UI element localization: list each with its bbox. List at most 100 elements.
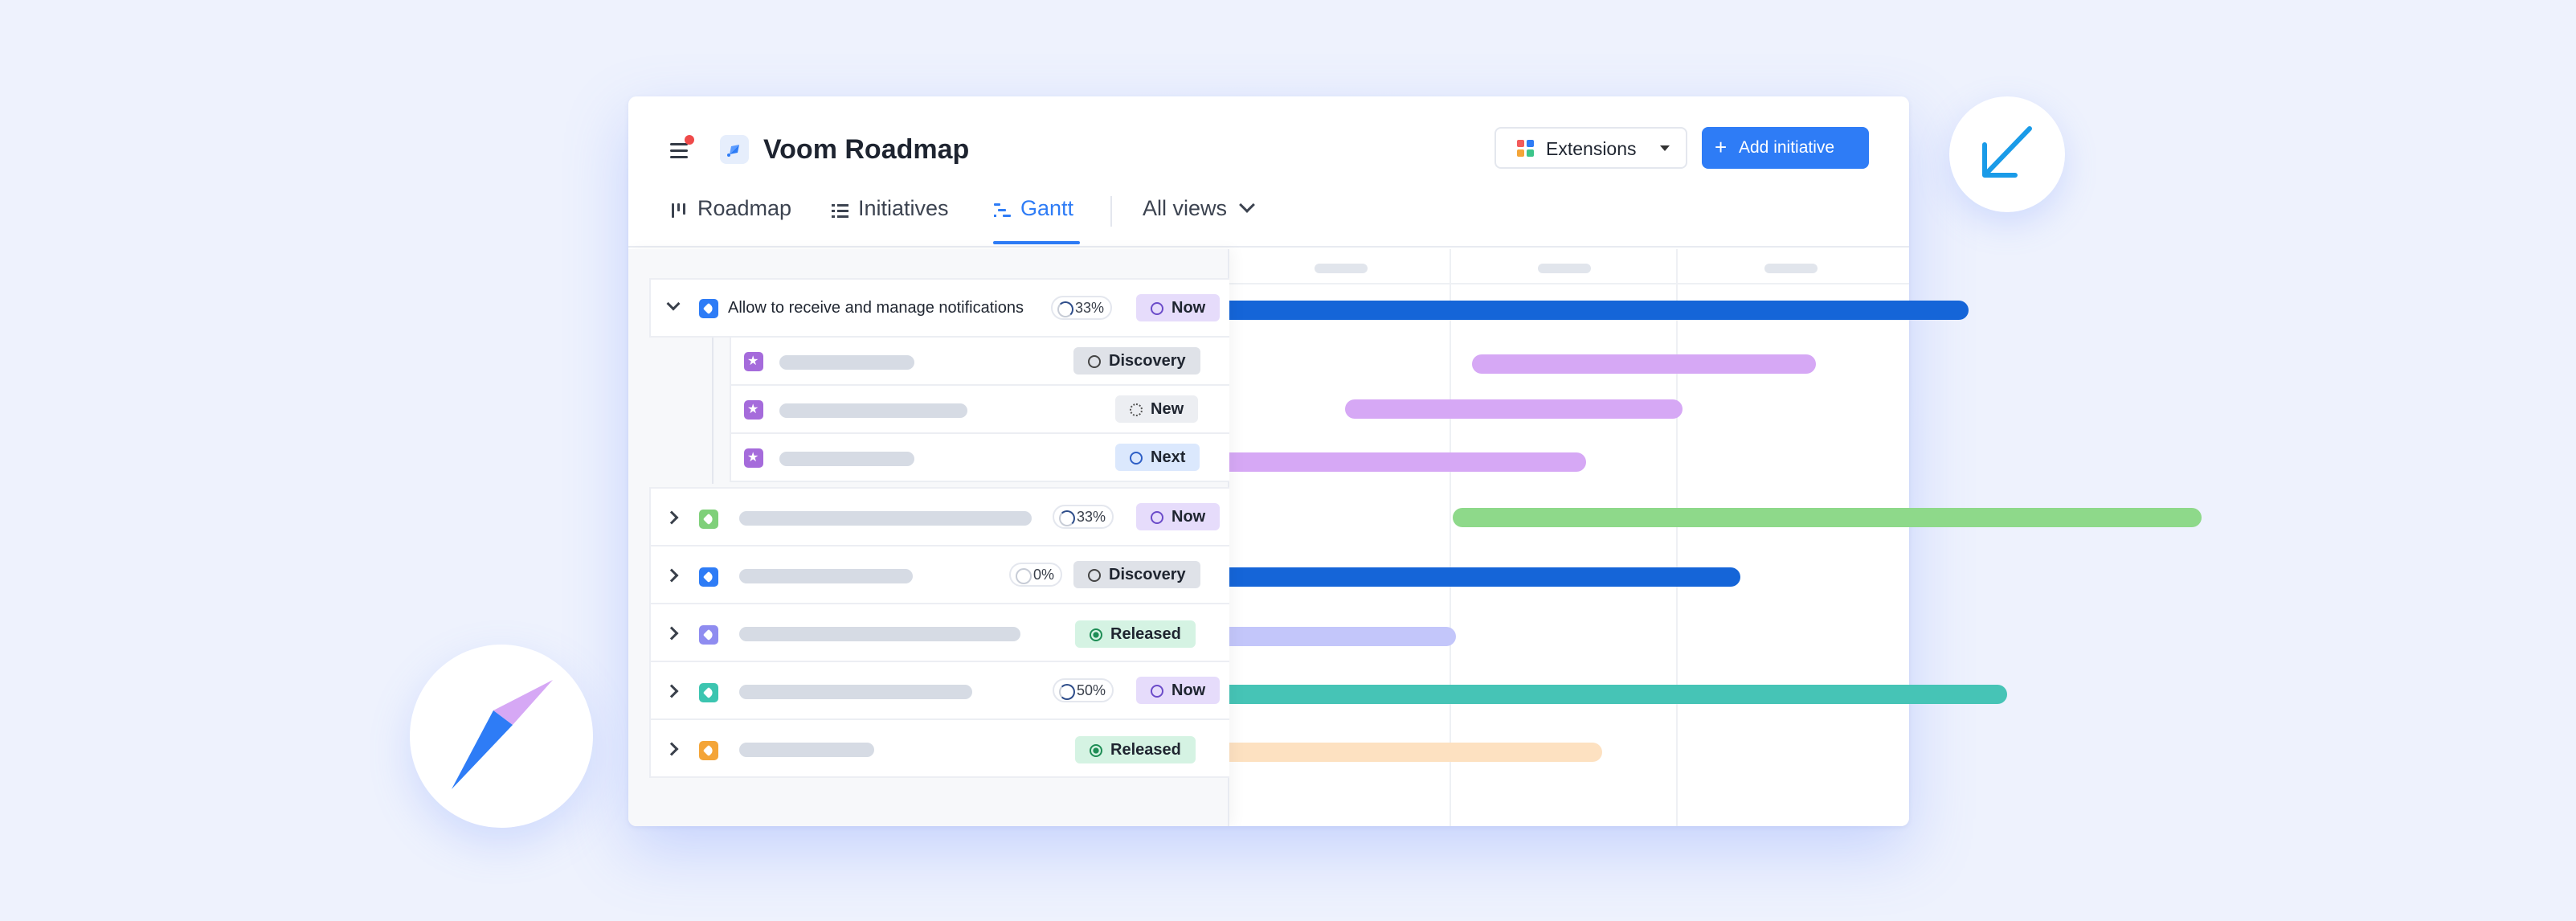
gantt-bar[interactable] xyxy=(1220,452,1586,472)
extensions-icon xyxy=(1517,140,1535,158)
rocket-icon xyxy=(699,741,718,760)
progress-badge: 0% xyxy=(1009,563,1063,587)
placeholder-date xyxy=(1538,264,1591,273)
list-item[interactable]: Released xyxy=(649,718,1229,778)
status-label: Released xyxy=(1110,625,1181,643)
placeholder-title xyxy=(739,627,1020,641)
status-icon xyxy=(1151,302,1163,315)
list-icon xyxy=(831,201,850,220)
notification-dot xyxy=(685,135,694,145)
all-views-label: All views xyxy=(1143,196,1228,220)
placeholder-title xyxy=(739,511,1032,526)
status-label: Released xyxy=(1110,741,1181,759)
arrow-badge xyxy=(1949,96,2065,212)
all-views-dropdown[interactable]: All views xyxy=(1143,196,1255,221)
status-icon xyxy=(1151,685,1163,698)
chevron-right-icon[interactable] xyxy=(664,568,679,583)
gantt-bar[interactable] xyxy=(1220,743,1602,762)
gantt-icon xyxy=(993,201,1012,220)
progress-badge: 50% xyxy=(1053,678,1114,702)
star-icon xyxy=(744,448,763,468)
status-label: Now xyxy=(1171,682,1206,699)
tab-label: Roadmap xyxy=(697,196,792,220)
status-icon xyxy=(1130,452,1143,465)
status-icon xyxy=(1151,511,1163,524)
page-title: Voom Roadmap xyxy=(763,134,970,165)
progress-badge: 33% xyxy=(1053,505,1114,529)
status-label: Discovery xyxy=(1109,352,1186,370)
header: Voom Roadmap Extensions + Add initiative… xyxy=(628,96,1909,248)
gantt-bar[interactable] xyxy=(1453,508,2202,527)
list-item[interactable]: Allow to receive and manage notification… xyxy=(649,278,1229,338)
status-icon xyxy=(1090,744,1102,757)
placeholder-title xyxy=(779,355,914,370)
status-icon xyxy=(1130,403,1143,416)
status-icon xyxy=(1088,569,1101,582)
chevron-right-icon[interactable] xyxy=(664,510,679,525)
chevron-down-icon xyxy=(1239,197,1255,213)
status-label: Discovery xyxy=(1109,566,1186,583)
initiative-title: Allow to receive and manage notification… xyxy=(728,299,1024,317)
placeholder-title xyxy=(779,452,914,466)
list-item[interactable]: New xyxy=(730,384,1229,434)
chevron-right-icon[interactable] xyxy=(664,742,679,756)
rocket-icon xyxy=(699,299,718,318)
caret-down-icon xyxy=(1660,145,1670,151)
gantt-bar[interactable] xyxy=(1220,627,1456,646)
tab-gantt[interactable]: Gantt xyxy=(993,196,1080,244)
placeholder-title xyxy=(739,743,874,757)
initiatives-list: Allow to receive and manage notification… xyxy=(628,249,1229,826)
timeline-gridline xyxy=(1450,249,1451,826)
chevron-down-icon[interactable] xyxy=(666,297,681,311)
list-item[interactable]: Next xyxy=(730,432,1229,482)
tab-label: Gantt xyxy=(1020,196,1074,220)
status-label: Now xyxy=(1171,299,1206,317)
extensions-button[interactable]: Extensions xyxy=(1494,127,1687,169)
placeholder-date xyxy=(1315,264,1368,273)
list-item[interactable]: 0% Discovery xyxy=(649,545,1229,604)
list-item[interactable]: 50% Now xyxy=(649,661,1229,720)
compass-icon xyxy=(452,680,553,789)
timeline-header xyxy=(1229,249,1909,284)
status-badge: New xyxy=(1115,395,1199,423)
status-label: Now xyxy=(1171,508,1206,526)
placeholder-date xyxy=(1764,264,1818,273)
status-label: Next xyxy=(1151,448,1186,466)
add-initiative-button[interactable]: + Add initiative xyxy=(1702,127,1869,169)
chevron-right-icon[interactable] xyxy=(664,626,679,641)
rocket-icon xyxy=(699,567,718,587)
menu-icon[interactable] xyxy=(669,135,694,162)
rocket-icon xyxy=(720,135,749,164)
status-icon xyxy=(1088,355,1101,368)
rocket-icon xyxy=(699,510,718,529)
extensions-label: Extensions xyxy=(1546,138,1637,159)
placeholder-title xyxy=(739,569,913,583)
gantt-bar[interactable] xyxy=(1220,301,1969,320)
list-item[interactable]: Discovery xyxy=(730,336,1229,386)
timeline-gridline xyxy=(1676,249,1678,826)
progress-badge: 33% xyxy=(1051,296,1113,320)
status-badge: Discovery xyxy=(1073,561,1200,588)
tree-line xyxy=(712,294,714,484)
gantt-bar[interactable] xyxy=(1472,354,1816,374)
star-icon xyxy=(744,352,763,371)
gantt-bar[interactable] xyxy=(1345,399,1683,419)
gantt-timeline xyxy=(1229,249,1909,826)
status-badge: Discovery xyxy=(1073,347,1200,375)
placeholder-title xyxy=(779,403,967,418)
compass-badge xyxy=(410,645,593,828)
gantt-bar[interactable] xyxy=(1220,567,1740,587)
plus-icon: + xyxy=(1715,135,1728,159)
list-item[interactable]: 33% Now xyxy=(649,487,1229,546)
tab-label: Initiatives xyxy=(858,196,949,220)
star-icon xyxy=(744,400,763,420)
tab-divider xyxy=(1110,196,1112,227)
add-initiative-label: Add initiative xyxy=(1739,138,1835,157)
rocket-icon xyxy=(699,683,718,702)
status-badge: Now xyxy=(1136,294,1221,321)
chevron-right-icon[interactable] xyxy=(664,684,679,698)
gantt-bar[interactable] xyxy=(1220,685,2007,704)
arrow-down-left-icon xyxy=(1982,126,2032,178)
list-item[interactable]: Released xyxy=(649,603,1229,662)
roadmap-icon xyxy=(670,201,689,220)
